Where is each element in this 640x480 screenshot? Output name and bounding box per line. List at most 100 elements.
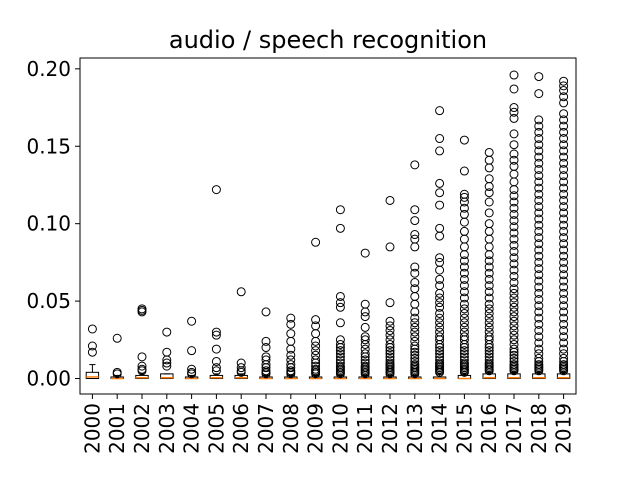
outlier-point — [459, 293, 469, 303]
outlier-point — [286, 319, 296, 329]
outlier-point — [187, 316, 197, 326]
outlier-point — [559, 344, 569, 354]
outlier-point — [435, 293, 445, 303]
outlier-point — [509, 234, 519, 244]
outlier-point — [286, 369, 296, 379]
outlier-point — [559, 115, 569, 125]
outlier-point — [484, 188, 494, 198]
outlier-point — [137, 352, 147, 362]
box-body — [532, 373, 546, 380]
outlier-point — [534, 366, 544, 376]
outlier-point — [559, 214, 569, 224]
box-body — [234, 374, 248, 380]
outlier-point — [484, 208, 494, 218]
outlier-point — [435, 322, 445, 332]
outlier-point — [435, 349, 445, 359]
outlier-point — [509, 312, 519, 322]
outlier-point — [410, 369, 420, 379]
box-2018 — [532, 72, 546, 380]
outlier-point — [459, 349, 469, 359]
outlier-point — [385, 343, 395, 353]
outlier-point — [459, 274, 469, 284]
outlier-point — [534, 158, 544, 168]
outlier-point — [435, 253, 445, 263]
outlier-point — [459, 281, 469, 291]
outlier-point — [410, 332, 420, 342]
outlier-point — [509, 321, 519, 331]
outlier-point — [187, 369, 197, 379]
outlier-point — [484, 274, 494, 284]
outlier-point — [534, 220, 544, 230]
outlier-point — [385, 326, 395, 336]
outlier-point — [162, 355, 172, 365]
outlier-point — [559, 233, 569, 243]
outlier-point — [459, 203, 469, 213]
outlier-point — [459, 135, 469, 145]
outlier-point — [360, 335, 370, 345]
outlier-point — [162, 327, 172, 337]
box-2005 — [209, 185, 224, 380]
outlier-point — [311, 341, 321, 351]
outlier-point — [410, 347, 420, 357]
box-body — [556, 373, 571, 380]
outlier-point — [435, 200, 445, 210]
outlier-point — [534, 146, 544, 156]
outlier-point — [360, 369, 370, 379]
outlier-point — [534, 264, 544, 274]
outlier-point — [137, 366, 147, 376]
outlier-point — [484, 163, 494, 173]
outlier-point — [509, 271, 519, 281]
outlier-point — [459, 217, 469, 227]
outlier-point — [509, 216, 519, 226]
outlier-point — [236, 367, 246, 377]
outlier-point — [385, 195, 395, 205]
outlier-point — [360, 312, 370, 322]
outlier-point — [459, 250, 469, 260]
outlier-point — [559, 177, 569, 187]
box-2003 — [160, 327, 174, 380]
outlier-point — [410, 216, 420, 226]
outlier-point — [509, 288, 519, 298]
outlier-point — [534, 164, 544, 174]
outlier-point — [534, 121, 544, 131]
outlier-point — [559, 295, 569, 305]
outlier-point — [360, 352, 370, 362]
outlier-point — [534, 202, 544, 212]
x-axis: 2000 2001 2002 2003 2004 2005 2006 2007 2008 2009… — [80, 394, 576, 454]
outlier-point — [435, 308, 445, 318]
outlier-point — [435, 178, 445, 188]
outlier-point — [335, 352, 345, 362]
outlier-point — [509, 366, 519, 376]
outlier-point — [509, 240, 519, 250]
outlier-point — [534, 171, 544, 181]
outlier-point — [459, 308, 469, 318]
outlier-point — [559, 251, 569, 261]
plot-area — [85, 70, 571, 380]
outlier-point — [534, 270, 544, 280]
outlier-point — [484, 182, 494, 192]
outlier-point — [435, 288, 445, 298]
box-2006 — [234, 287, 248, 380]
outlier-point — [385, 298, 395, 308]
outlier-point — [410, 278, 420, 288]
outlier-point — [509, 344, 519, 354]
outlier-point — [509, 350, 519, 360]
outlier-point — [360, 307, 370, 317]
outlier-point — [459, 287, 469, 297]
outlier-point — [559, 326, 569, 336]
outlier-point — [311, 369, 321, 379]
outlier-point — [261, 336, 271, 346]
outlier-point — [509, 209, 519, 219]
outlier-point — [509, 197, 519, 207]
outlier-point — [385, 242, 395, 252]
outlier-point — [410, 322, 420, 332]
outlier-point — [559, 313, 569, 323]
box-2011 — [358, 248, 372, 380]
outlier-point — [509, 284, 519, 294]
outlier-point — [459, 367, 469, 377]
x-tick-label: 2001 — [105, 403, 129, 454]
outlier-point — [509, 191, 519, 201]
outlier-point — [509, 70, 519, 80]
